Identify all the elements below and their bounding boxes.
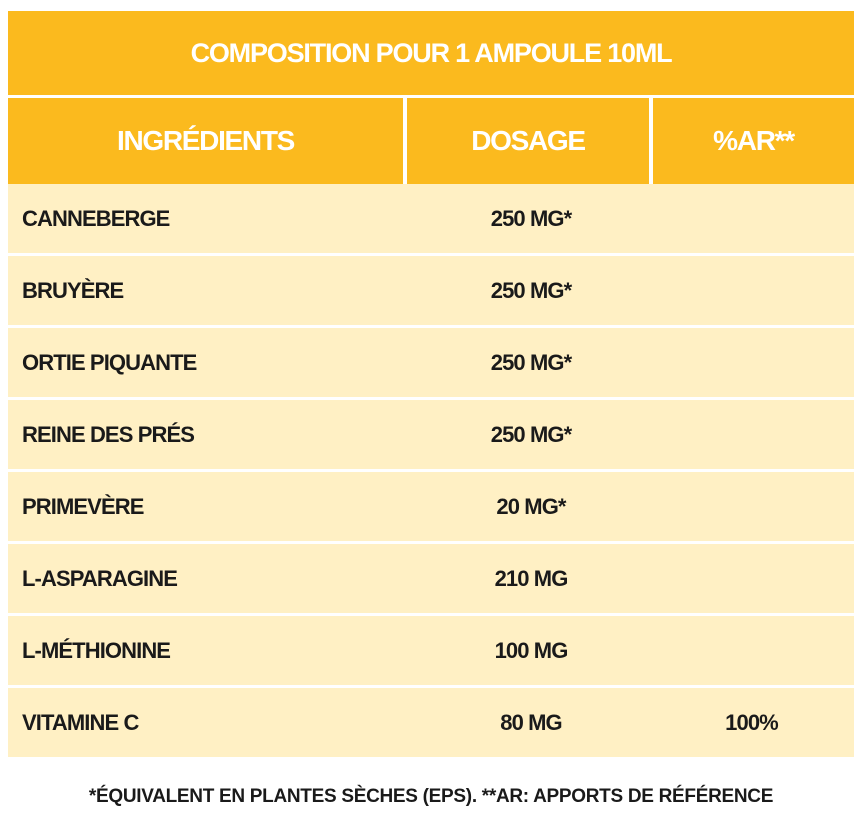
dosage-cell: 80 MG [500,709,562,735]
dosage-cell: 100 MG [494,637,569,663]
footnote: *ÉQUIVALENT EN PLANTES SÈCHES (EPS). **A… [88,786,774,807]
ar-cell: 100% [725,709,779,735]
dosage-cell: 210 MG [494,565,569,591]
header-dosage: DOSAGE [407,98,649,184]
dosage-cell: 250 MG* [490,205,572,231]
table-title: COMPOSITION POUR 1 AMPOULE 10ML [190,37,673,68]
ingredient-cell: ORTIE PIQUANTE [22,349,197,375]
ingredient-cell: CANNEBERGE [22,205,170,231]
table-row: CANNEBERGE 250 MG* [8,184,854,253]
ingredient-cell: VITAMINE C [22,709,139,735]
table-row: L-MÉTHIONINE 100 MG [8,616,854,685]
dosage-cell: 20 MG* [496,493,566,519]
ingredient-cell: REINE DES PRÉS [22,421,195,447]
table-row: REINE DES PRÉS 250 MG* [8,400,854,469]
table-header-row: INGRÉDIENTS DOSAGE %AR** [8,98,854,184]
ingredient-cell: PRIMEVÈRE [22,493,144,519]
dosage-cell: 250 MG* [490,421,572,447]
ingredient-cell: L-ASPARAGINE [22,565,178,591]
table-body: CANNEBERGE 250 MG* BRUYÈRE 250 MG* ORTIE… [8,184,854,757]
ingredient-cell: BRUYÈRE [22,277,124,303]
table-row: BRUYÈRE 250 MG* [8,256,854,325]
ingredient-cell: L-MÉTHIONINE [22,637,171,663]
table-row: L-ASPARAGINE 210 MG [8,544,854,613]
dosage-cell: 250 MG* [490,277,572,303]
composition-table: COMPOSITION POUR 1 AMPOULE 10ML INGRÉDIE… [8,11,854,757]
table-row: PRIMEVÈRE 20 MG* [8,472,854,541]
table-title-bar: COMPOSITION POUR 1 AMPOULE 10ML [8,11,854,95]
table-row: VITAMINE C 80 MG 100% [8,688,854,757]
table-row: ORTIE PIQUANTE 250 MG* [8,328,854,397]
header-ar: %AR** [653,98,854,184]
header-ingredients: INGRÉDIENTS [8,98,403,184]
dosage-cell: 250 MG* [490,349,572,375]
